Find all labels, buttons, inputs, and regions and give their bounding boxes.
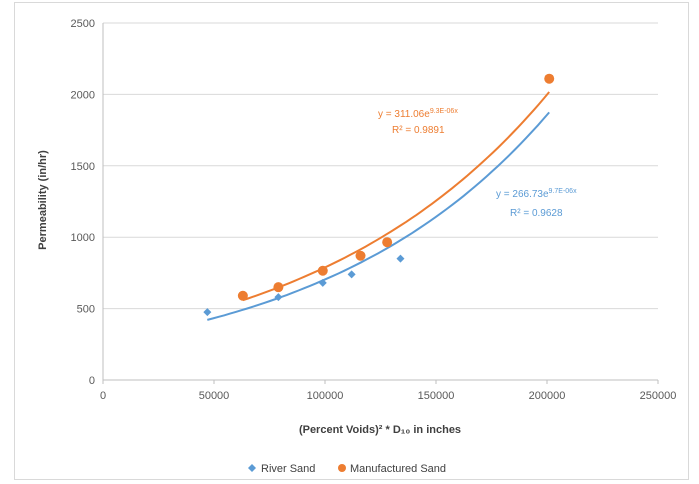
data-points [203,73,555,317]
manufactured-sand-equation-base: y = 311.06e [378,109,430,120]
x-tick-200000: 200000 [529,390,566,402]
x-tick-150000: 150000 [418,390,455,402]
river-sand-equation-exponent: 9.7E-06x [549,188,578,195]
manufactured-sand-point-4 [382,237,393,248]
river-sand-point-3 [347,270,356,279]
river-sand-trendline [207,111,550,321]
legend-manufactured-sand-label: Manufactured Sand [350,463,446,475]
tick-labels: 0 500 1000 1500 2000 2500 0 50000 100000 150000 20… [71,18,677,402]
legend-river-sand-marker [248,464,256,472]
y-tick-2000: 2000 [71,89,95,101]
river-sand-point-0 [203,308,212,317]
legend-river-sand-label: River Sand [261,463,315,475]
river-sand-equation-base: y = 266.73e [496,189,549,200]
trendlines [207,91,550,321]
river-sand-r2: R² = 0.9628 [510,208,563,219]
manufactured-sand-point-0 [237,290,248,301]
legend-manufactured-sand-marker [338,464,346,472]
river-sand-equation: y = 266.73e9.7E-06x [496,188,577,200]
manufactured-sand-r2: R² = 0.9891 [392,125,445,136]
y-tick-500: 500 [77,304,95,316]
y-tick-2500: 2500 [71,18,95,30]
legend: River Sand Manufactured Sand [248,463,446,475]
gridlines [103,22,658,310]
manufactured-sand-equation-exponent: 9.3E-06x [430,108,459,115]
x-tick-0: 0 [100,390,106,402]
river-sand-point-1 [274,293,283,302]
chart-frame [14,2,689,480]
river-sand-point-2 [318,278,327,287]
manufactured-sand-trendline [242,91,550,302]
axes [102,23,659,384]
y-axis-title: Permeability (in/hr) [37,150,49,250]
x-tick-50000: 50000 [199,390,230,402]
manufactured-sand-point-3 [355,250,366,261]
x-tick-250000: 250000 [640,390,677,402]
x-axis-title: (Percent Voids)² * D₁₀ in inches [299,424,461,436]
y-tick-0: 0 [89,375,95,387]
y-tick-1500: 1500 [71,161,95,173]
river-sand-point-4 [396,254,405,263]
x-tick-100000: 100000 [307,390,344,402]
manufactured-sand-point-5 [544,73,555,84]
manufactured-sand-point-2 [317,265,328,276]
y-tick-1000: 1000 [71,232,95,244]
manufactured-sand-equation: y = 311.06e9.3E-06x [378,108,458,120]
manufactured-sand-point-1 [273,282,284,293]
